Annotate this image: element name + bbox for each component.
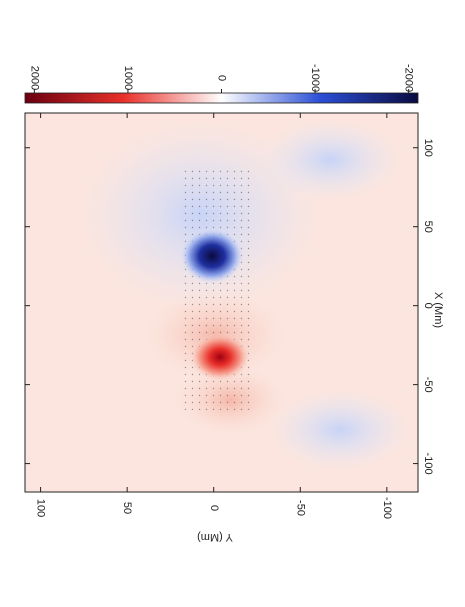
x-axis-label: X (Mm)	[432, 292, 444, 328]
x-tick-label: -50	[422, 377, 434, 393]
y-tick-label: 50	[121, 502, 133, 514]
colorbar-tick-label: -1000	[309, 64, 321, 92]
x-tick-label: -100	[422, 453, 434, 475]
colorbar-tick-label: 2000	[28, 66, 40, 90]
y-axis-label: Y (Mm)	[197, 531, 233, 543]
y-tick-label: -50	[294, 500, 306, 516]
x-tick-label: 50	[422, 221, 434, 233]
y-tick-label: -100	[381, 497, 393, 519]
colorbar-tick-label: 1000	[122, 66, 134, 90]
colorbar-tick-label: -2000	[403, 64, 415, 92]
y-tick-label: 100	[35, 499, 47, 517]
colorbar-tick-label: 0	[216, 75, 228, 81]
y-tick-label: 0	[208, 505, 220, 511]
x-tick-label: 0	[422, 303, 434, 309]
x-tick-label: 100	[422, 139, 434, 157]
magnetogram	[24, 112, 419, 493]
colorbar	[24, 92, 419, 104]
